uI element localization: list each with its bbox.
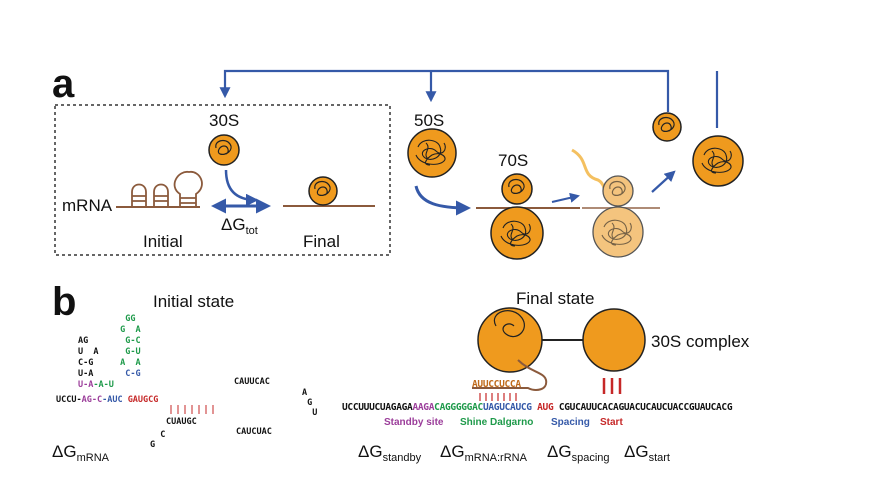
mrna-sequence: UCCUUUCUAGAGAAAGACAGGGGGACUAGUCAUCG AUG … — [342, 402, 733, 413]
ribosome-30s — [208, 134, 240, 166]
binding-arrow-30s — [224, 169, 259, 207]
release-arrow — [651, 170, 676, 193]
structure-loop-top: CAUUCAC — [234, 377, 270, 387]
elongation-arrow — [551, 192, 580, 203]
label-start: Start — [600, 417, 623, 428]
structure-loop-bottom-left: CUAUGC — [166, 417, 197, 427]
label-initial-state: Initial state — [153, 292, 235, 311]
seq-3prime: CGUCAUUCACAGUACUCAUCUACCGUAUCACG — [558, 402, 733, 413]
rrna-tail — [472, 359, 548, 391]
delta-g-mrna: ΔGmRNA — [52, 442, 109, 464]
ribosome-30s-complex-rrna — [477, 307, 543, 373]
ribosome-70s-large — [490, 206, 544, 260]
delta-g-standby: ΔGstandby — [358, 442, 422, 464]
label-50s: 50S — [414, 111, 445, 130]
seq-start: AUG — [537, 402, 554, 413]
hairpin-2 — [153, 183, 169, 207]
seq-5prime: UCCUUUCUAGAGA — [342, 402, 413, 413]
hairpin-1 — [131, 183, 147, 207]
structure-loop-right: A G U — [302, 388, 318, 418]
ribosome-50s-released — [692, 135, 744, 187]
structure-hairpin-green: GG G A G-C G-U A A C-G — [115, 314, 141, 379]
label-70s: 70S — [498, 151, 529, 170]
start-codon-marks — [602, 378, 622, 394]
label-30s-complex: 30S complex — [651, 332, 750, 351]
label-standby-site: Standby site — [384, 417, 444, 428]
ribosome-translating-small — [602, 175, 634, 207]
label-initial: Initial — [143, 232, 183, 251]
ribosome-70s-small — [501, 173, 533, 205]
delta-g-spacing: ΔGspacing — [547, 442, 610, 464]
sd-base-pairs — [479, 393, 517, 401]
joining-arrow — [414, 185, 471, 216]
structure-loop-bottom-right: CAUCUAC — [236, 427, 272, 437]
hairpin-3 — [173, 171, 203, 207]
ribosome-30s-complex — [582, 308, 646, 372]
recycle-line-30s — [219, 69, 670, 112]
delta-g-mrna-rrna: ΔGmRNA:rRNA — [440, 442, 527, 464]
delta-g-tot: ΔGtot — [221, 215, 258, 237]
label-shine-dalgarno: Shine Dalgarno — [460, 417, 534, 428]
label-final-state: Final state — [516, 289, 595, 308]
ribosome-translating-large — [592, 206, 644, 258]
delta-g-start: ΔGstart — [624, 442, 670, 464]
seq-shine-dalgarno: CAGGGGGAC — [434, 402, 483, 413]
panel-label-a: a — [52, 62, 75, 106]
recycle-line-50s — [431, 71, 719, 128]
rrna-sequence: AUUCCUCCA — [472, 379, 521, 390]
label-final: Final — [303, 232, 340, 251]
structure-main-row: UCCU-AG-C-AUC GAUGCG — [56, 395, 159, 405]
initiation-box — [54, 104, 391, 256]
structure-hairpin-left: AG U A C-G U-A U-A-A-U — [78, 336, 114, 390]
label-30s: 30S — [209, 111, 240, 130]
label-spacing: Spacing — [551, 417, 590, 428]
label-mrna: mRNA — [62, 196, 113, 215]
ribosome-50s — [407, 128, 457, 178]
seq-standby: AAGA — [412, 402, 435, 413]
panel-label-b: b — [52, 280, 77, 324]
seq-spacing: UAGUCAUCG — [482, 402, 532, 413]
structure-pair-ticks — [170, 405, 214, 414]
